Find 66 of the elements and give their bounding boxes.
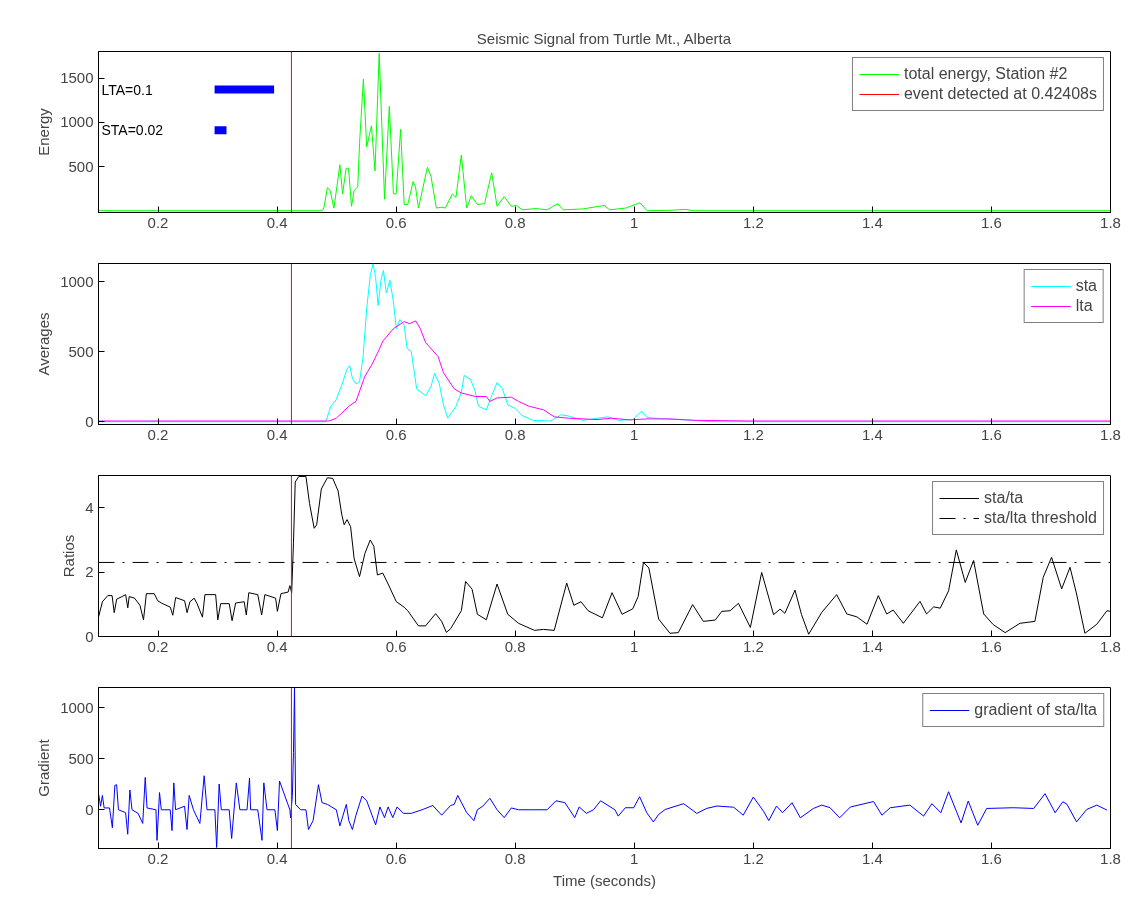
y-tick-label: 1000 (60, 272, 94, 290)
chart-title: Seismic Signal from Turtle Mt., Alberta (476, 29, 732, 47)
x-tick-label: 1.6 (981, 213, 1002, 231)
y-axis-title: Averages (35, 312, 53, 376)
legend-label: event detected at 0.42408s (903, 85, 1097, 103)
x-tick-label: 1 (630, 425, 639, 443)
legend-label: sta/lta threshold (984, 509, 1097, 527)
legend-label: sta/ta (984, 489, 1024, 507)
annotation: STA=0.02 (101, 122, 164, 139)
line-series (98, 52, 1111, 212)
x-tick-label: 1.8 (1100, 637, 1121, 655)
y-tick-label: 500 (68, 749, 94, 767)
x-tick-label: 1.2 (742, 849, 764, 867)
x-tick-label: 0.2 (147, 425, 169, 443)
x-tick-label: 1 (630, 637, 639, 655)
x-tick-label: 0.8 (504, 849, 526, 867)
x-tick-label: 0.2 (147, 637, 169, 655)
line-series (98, 475, 1111, 635)
legend-label: gradient of sta/lta (974, 701, 1097, 719)
x-tick-label: 1.4 (861, 213, 883, 231)
x-tick-label: 0.6 (385, 849, 407, 867)
x-axis-title: Time (seconds) (553, 871, 656, 889)
y-tick-label: 4 (85, 498, 94, 516)
x-tick-label: 0.4 (266, 849, 288, 867)
line-series (98, 687, 1108, 848)
y-tick-label: 2 (85, 563, 94, 581)
x-tick-label: 0.8 (504, 637, 526, 655)
y-tick-label: 500 (68, 157, 94, 175)
y-axis-title: Ratios (60, 534, 78, 578)
y-tick-label: 0 (85, 412, 94, 430)
y-tick-label: 1000 (60, 113, 94, 131)
y-tick-label: 1000 (60, 698, 94, 716)
y-tick-label: 0 (85, 800, 94, 818)
x-tick-label: 1.6 (981, 425, 1002, 443)
x-tick-label: 1.4 (861, 849, 883, 867)
x-tick-label: 1 (630, 849, 639, 867)
y-tick-label: 0 (85, 627, 94, 645)
y-tick-label: 1500 (60, 69, 94, 87)
x-tick-label: 1 (630, 213, 639, 231)
legend-label: sta (1075, 277, 1097, 295)
x-tick-label: 0.2 (147, 849, 169, 867)
y-axis-title: Gradient (35, 738, 53, 797)
x-tick-label: 1.6 (981, 849, 1002, 867)
x-tick-label: 0.4 (266, 637, 288, 655)
x-tick-label: 0.2 (147, 213, 169, 231)
x-tick-label: 0.8 (504, 213, 526, 231)
annotation: LTA=0.1 (101, 82, 153, 99)
y-tick-label: 500 (68, 342, 94, 360)
legend-label: lta (1075, 297, 1094, 315)
x-tick-label: 1.4 (861, 637, 883, 655)
x-tick-label: 0.6 (385, 637, 407, 655)
x-tick-label: 0.8 (504, 425, 526, 443)
x-tick-label: 1.8 (1100, 425, 1121, 443)
x-tick-label: 1.2 (742, 425, 764, 443)
x-tick-label: 0.4 (266, 425, 288, 443)
x-tick-label: 1.4 (861, 425, 883, 443)
x-tick-label: 0.6 (385, 213, 407, 231)
x-tick-label: 1.8 (1100, 213, 1121, 231)
x-tick-label: 1.8 (1100, 849, 1121, 867)
legend-label: total energy, Station #2 (903, 65, 1068, 83)
x-tick-label: 0.6 (385, 425, 407, 443)
x-tick-label: 1.2 (742, 213, 764, 231)
x-tick-label: 0.4 (266, 213, 288, 231)
x-tick-label: 1.6 (981, 637, 1002, 655)
x-tick-label: 1.2 (742, 637, 764, 655)
y-axis-title: Energy (35, 107, 53, 156)
